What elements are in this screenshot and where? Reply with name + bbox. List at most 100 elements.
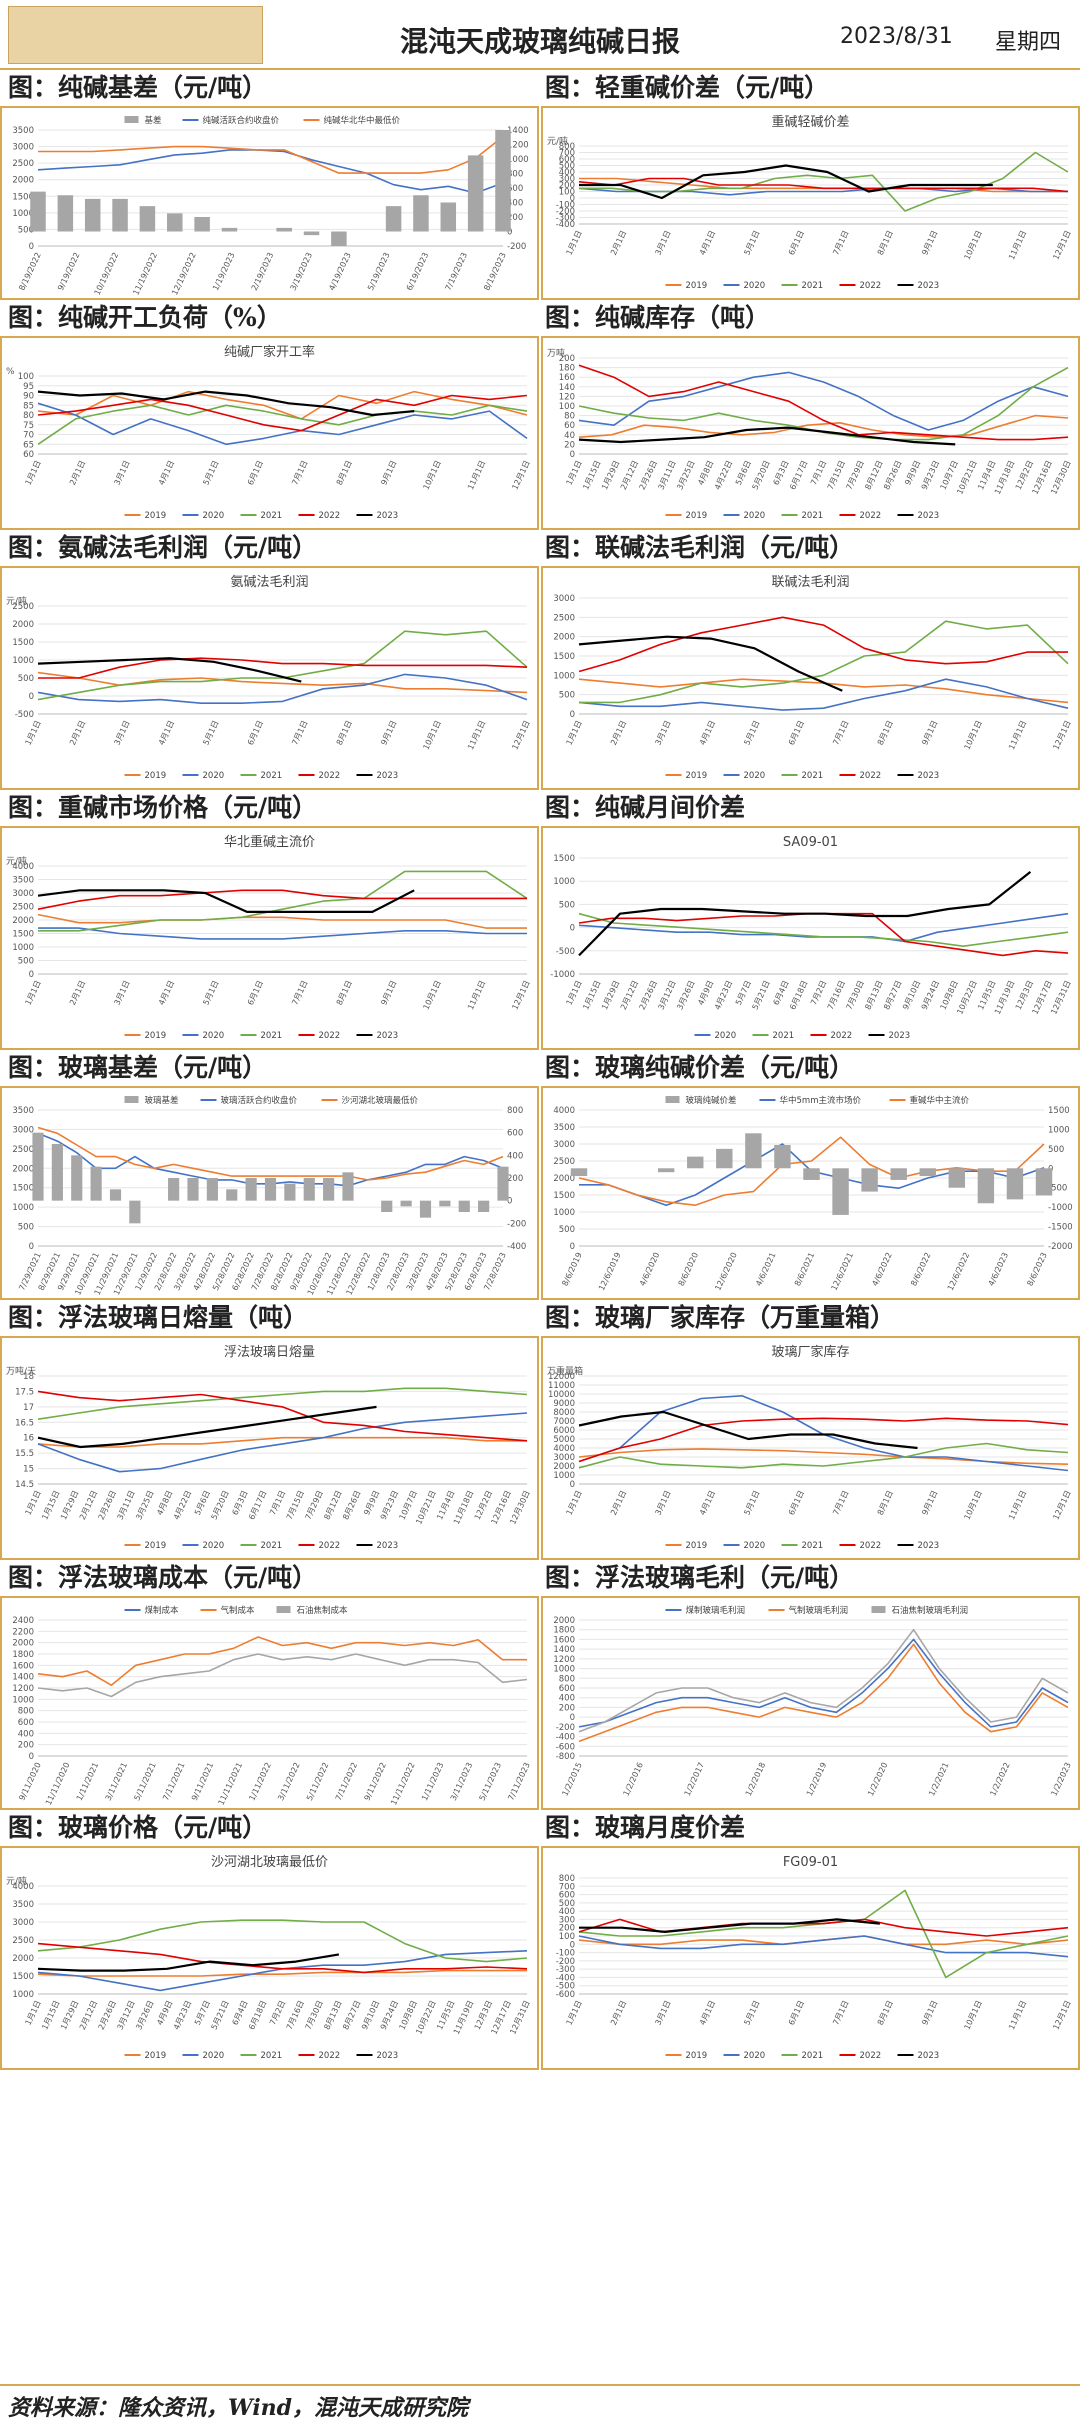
x-tick-label: 9月1日: [920, 1999, 939, 2027]
y2-tick-label: -400: [507, 1242, 526, 1252]
x-tick-label: 5月6日: [193, 1489, 212, 1517]
x-tick-label: 2月26日: [97, 1489, 118, 1521]
y-tick-label: 700: [559, 1882, 575, 1892]
y-tick-label: -100: [556, 1949, 575, 1959]
legend-label: 纯碱华北华中最低价: [324, 115, 401, 126]
x-tick-label: 1月15日: [40, 1999, 61, 2031]
x-tick-label: 10月1日: [963, 719, 984, 751]
y-tick-label: 500: [559, 162, 575, 172]
legend-label: 2021: [773, 1031, 795, 1041]
x-tick-label: 10/19/2022: [93, 251, 121, 297]
series-line: [37, 1436, 527, 1448]
chart-svg: 基差 纯碱活跃合约收盘价 纯碱华北华中最低价05001000150020002500…: [12, 115, 528, 297]
chart-panel: 图：重碱市场价格（元/吨） 华北重碱主流价 元/吨 0 500 1000 1500 2000 2…: [0, 790, 539, 1050]
series-line: [37, 404, 528, 445]
y-tick-label: 2500: [553, 613, 575, 623]
x-tick-label: 5/11/2023: [478, 1761, 503, 1802]
x-tick-label: 11月1日: [466, 719, 487, 751]
x-tick-label: 10月8日: [398, 1999, 419, 2031]
chart-box: 沙河湖北玻璃最低价 元/吨 1000 1500 2000 2500 3000 3500 4000…: [0, 1846, 539, 2070]
y-tick-label: 2500: [12, 1145, 34, 1155]
chart-subtitle: 沙河湖北玻璃最低价: [211, 1855, 328, 1870]
y-tick-label: 500: [18, 225, 34, 235]
legend-label: 2023: [918, 771, 940, 781]
legend-label: 玻璃基差: [145, 1095, 179, 1106]
x-tick-label: 12月3日: [1014, 979, 1035, 1011]
legend-label: 2020: [744, 2051, 766, 2061]
legend-label: 2021: [802, 771, 824, 781]
x-tick-label: 1/2/2023: [1049, 1761, 1072, 1797]
bar-mark: [323, 1178, 335, 1201]
legend-label: 气制成本: [221, 1605, 256, 1616]
y-tick-label: 3500: [553, 1123, 575, 1133]
y-tick-label: 140: [559, 383, 575, 393]
series-line: [578, 912, 1069, 957]
x-tick-label: 1月1日: [565, 459, 584, 487]
x-tick-label: 6月17日: [247, 1489, 268, 1521]
y-tick-label: 5000: [553, 1435, 575, 1445]
x-tick-label: 7月1日: [268, 1489, 287, 1517]
x-tick-label: 4/6/2021: [754, 1251, 777, 1287]
x-tick-label: 8月12日: [322, 1489, 343, 1521]
x-tick-label: 12月1日: [1051, 719, 1072, 751]
bar-mark: [570, 1168, 588, 1177]
x-tick-label: 9月10日: [901, 979, 922, 1011]
bar-mark: [71, 1155, 83, 1201]
y-tick-label: 8000: [553, 1408, 575, 1418]
y-tick-label: 0: [570, 1940, 575, 1950]
bar-mark: [458, 1200, 470, 1212]
chart-subtitle: 华北重碱主流价: [224, 834, 315, 850]
y-axis-label: %: [6, 367, 15, 377]
x-tick-label: 7月1日: [290, 459, 309, 487]
chart-box: 煤制成本 气制成本 石油焦制成本 0 200 400 600 800 1000 1200 1400 1…: [0, 1596, 539, 1810]
x-tick-label: 12月1日: [510, 459, 531, 491]
y-tick-label: 1800: [553, 1626, 575, 1636]
x-tick-label: 3月1日: [112, 459, 131, 487]
y-tick-label: 1000: [12, 943, 34, 953]
y-tick-label: 10000: [548, 1390, 575, 1400]
y-tick-label: 40: [564, 431, 575, 441]
y-axis-label: 元/吨: [547, 135, 568, 147]
x-tick-label: 10月1日: [963, 1999, 984, 2031]
chart-box: 玻璃厂家库存 万重量箱 0 1000 2000 3000 4000 5000 6000 7000 8…: [541, 1336, 1080, 1560]
bar-mark: [276, 227, 292, 232]
legend-label: 沙河湖北玻璃最低价: [342, 1095, 419, 1106]
y-tick-label: -200: [556, 1723, 575, 1733]
bar-mark: [803, 1168, 820, 1180]
bar-mark: [245, 1178, 257, 1201]
bar-mark: [112, 198, 128, 232]
chart-box: SA09-01 -1000 -500 0 500 1000 1500 1月1日 1月15日 1月2…: [541, 826, 1080, 1050]
x-tick-label: 7月16日: [826, 979, 847, 1011]
y2-tick-label: 400: [507, 1151, 523, 1161]
y-tick-label: 15: [23, 1465, 34, 1475]
y-tick-label: 180: [559, 364, 575, 374]
x-tick-label: 3月26日: [675, 979, 696, 1011]
y-tick-label: 70: [23, 431, 34, 441]
y-tick-label: 1600: [12, 1661, 34, 1671]
x-tick-label: 3/11/2021: [104, 1761, 129, 1802]
legend-label: 2023: [377, 771, 399, 781]
x-tick-label: 8月27日: [882, 979, 903, 1011]
y2-tick-label: -200: [507, 242, 526, 252]
x-tick-label: 7月15日: [285, 1489, 306, 1521]
x-tick-label: 12月2日: [1014, 459, 1035, 491]
y-tick-label: 800: [18, 1707, 34, 1717]
chart-svg: 联碱法毛利润 0 500 1000 1500 2000 2500 3000 1月1日 2月1日 3月…: [553, 575, 1072, 781]
y-tick-label: 1000: [12, 656, 34, 666]
legend-label: 2022: [860, 771, 882, 781]
y-tick-label: 100: [18, 372, 34, 382]
legend-label: 2022: [860, 511, 882, 521]
y-tick-label: 400: [559, 1694, 575, 1704]
legend-label: 2019: [686, 511, 708, 521]
x-tick-label: 4月9日: [696, 979, 715, 1007]
y-tick-label: -300: [556, 214, 575, 224]
x-tick-label: 11月1日: [1007, 229, 1028, 261]
x-tick-label: 4/6/2020: [638, 1251, 661, 1287]
bar-mark: [419, 1200, 432, 1218]
panel-title: 图：氨碱法毛利润（元/吨）: [8, 533, 318, 562]
x-tick-label: 8月1日: [876, 1999, 895, 2027]
legend-label: 2022: [831, 1031, 853, 1041]
x-tick-label: 1月1日: [565, 1999, 584, 2027]
y-tick-label: 2000: [553, 1174, 575, 1184]
